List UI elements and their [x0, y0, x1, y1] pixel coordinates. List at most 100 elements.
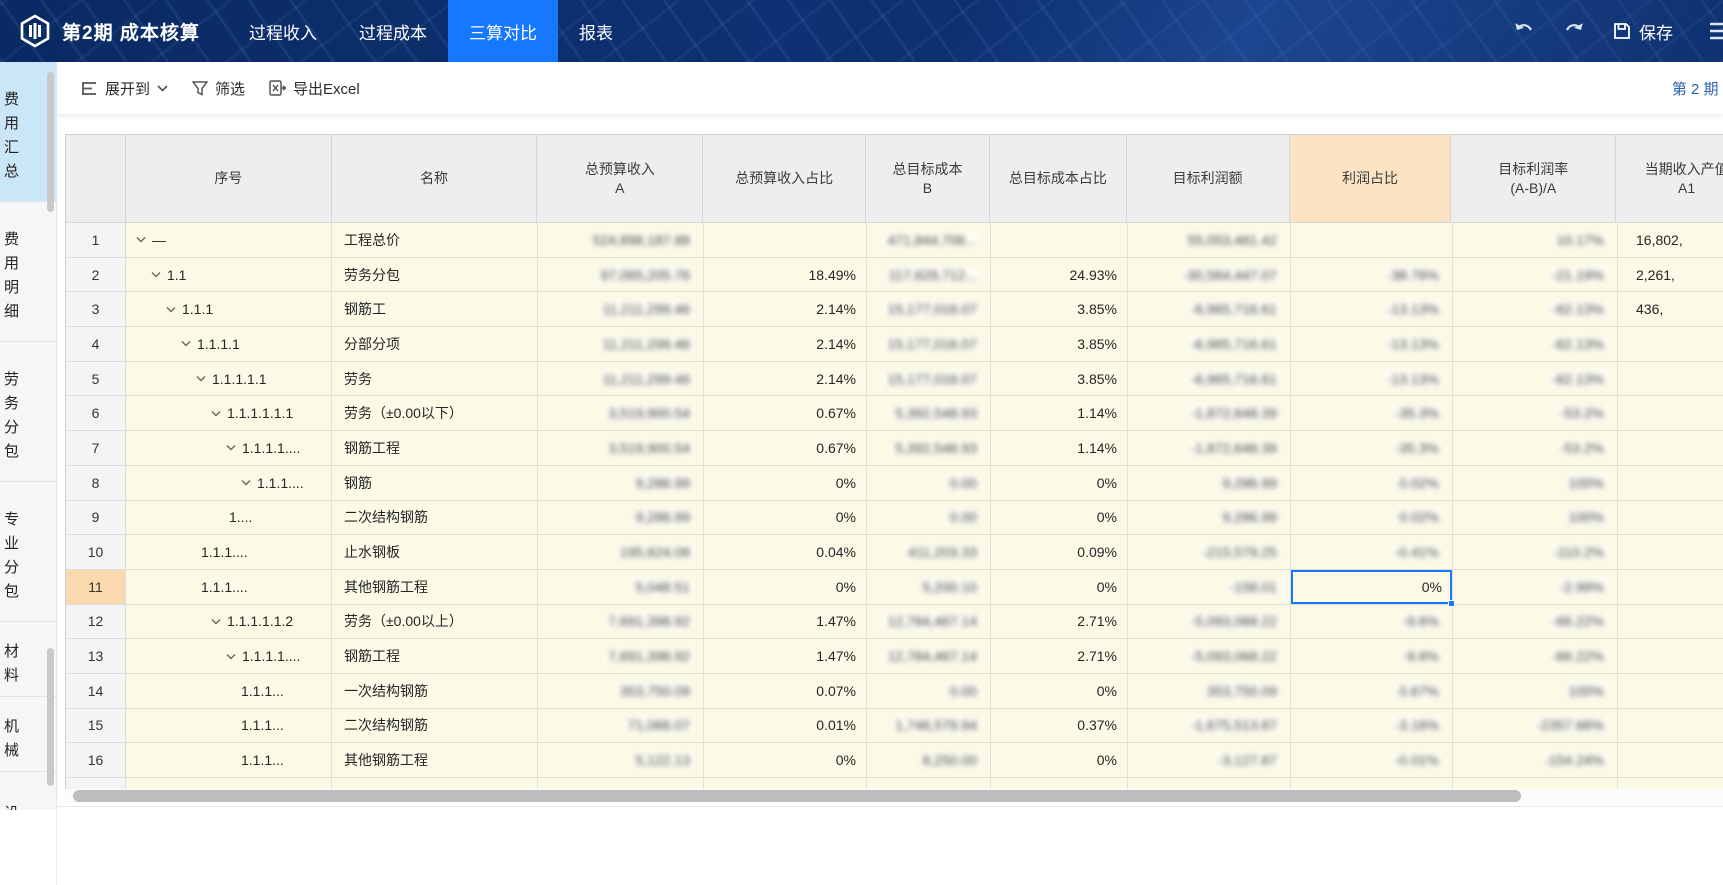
cell-xuhao[interactable]: — — [126, 223, 332, 258]
row-number[interactable]: 8 — [66, 465, 126, 501]
cell-b[interactable]: 471,844,706... — [867, 223, 991, 258]
cell-b[interactable]: 117,629,712... — [867, 257, 991, 293]
tree-chevron-icon[interactable] — [181, 340, 191, 347]
cell-xuhao[interactable]: 1.1.1... — [126, 743, 332, 778]
save-button[interactable]: 保存 — [1612, 19, 1673, 44]
tree-chevron-icon[interactable] — [166, 306, 176, 313]
cell-apct[interactable]: 0% — [704, 743, 867, 778]
cell-a1[interactable] — [1618, 535, 1723, 570]
horizontal-scrollbar[interactable] — [65, 789, 1723, 803]
cell-ppct[interactable]: -9.6% — [1291, 639, 1453, 674]
cell-a[interactable]: 7,691,398.92 — [538, 604, 704, 640]
cell-name[interactable]: 钢筋工程 — [332, 639, 538, 674]
cell-a1[interactable] — [1618, 570, 1723, 605]
cell-b[interactable]: 1,746,579.94 — [867, 708, 991, 744]
cell-ppct[interactable]: -35.3% — [1291, 431, 1453, 466]
cell-bpct[interactable]: 0% — [991, 673, 1128, 709]
cell-apct[interactable]: 2.14% — [704, 327, 867, 362]
cell-rate[interactable]: -66.22% — [1453, 639, 1618, 674]
cell-rate[interactable]: -2.99% — [1453, 569, 1618, 605]
cell-ppct[interactable]: 0.67% — [1291, 673, 1453, 709]
cell-xuhao[interactable]: 1.1.1.... — [126, 465, 332, 501]
sidebar-item-材料[interactable]: 材料 — [0, 622, 56, 697]
tree-chevron-icon[interactable] — [166, 306, 176, 313]
row-number[interactable]: 1 — [66, 223, 126, 258]
cell-bpct[interactable]: 0.09% — [991, 535, 1128, 570]
tree-chevron-icon[interactable] — [226, 653, 236, 660]
cell-profit[interactable]: -1,675,513.87 — [1128, 708, 1291, 744]
row-number[interactable]: 9 — [66, 500, 126, 536]
cell-a[interactable]: 5,122.13 — [538, 743, 704, 778]
cell-apct[interactable] — [704, 223, 867, 258]
cell-a1[interactable]: 16,802, — [1618, 223, 1723, 258]
cell-xuhao[interactable]: 1.1.1.1.1.1 — [126, 396, 332, 432]
nav-tab-报表[interactable]: 报表 — [579, 23, 613, 43]
cell-b[interactable]: 12,784,467.14 — [867, 604, 991, 640]
tree-chevron-icon[interactable] — [136, 236, 146, 243]
cell-apct[interactable]: 0.07% — [704, 673, 867, 709]
cell-name[interactable]: 一次结构钢筋 — [332, 673, 538, 709]
cell-profit[interactable]: -6,965,716.61 — [1128, 327, 1291, 362]
cell-name[interactable]: 钢筋 — [332, 465, 538, 501]
cell-rate[interactable]: -2357.66% — [1453, 708, 1618, 744]
cell-b[interactable]: 15,177,016.07 — [867, 292, 991, 328]
row-number[interactable]: 14 — [66, 673, 126, 709]
cell-xuhao[interactable]: 1.1.1.1.... — [126, 431, 332, 466]
cell-bpct[interactable]: 24.93% — [991, 257, 1128, 293]
tree-chevron-icon[interactable] — [211, 410, 221, 417]
cell-xuhao[interactable]: 1.1.1.... — [126, 569, 332, 605]
tree-chevron-icon[interactable] — [151, 271, 161, 278]
cell-name[interactable]: 钢筋工程 — [332, 431, 538, 466]
cell-bpct[interactable]: 0.37% — [991, 708, 1128, 744]
cell-profit[interactable]: -6,965,716.61 — [1128, 292, 1291, 328]
tree-chevron-icon[interactable] — [226, 653, 236, 660]
cell-a[interactable]: 9,286.99 — [538, 465, 704, 501]
cell-a1[interactable]: 436, — [1618, 292, 1723, 328]
sidebar-item-机械[interactable]: 机械 — [0, 697, 56, 772]
cell-xuhao[interactable]: 1.1.1.1.... — [126, 639, 332, 674]
cell-a[interactable]: 195,624.08 — [538, 535, 704, 570]
cell-xuhao[interactable]: 1.1.1.1.1 — [126, 361, 332, 397]
cell-b[interactable]: 15,177,016.07 — [867, 327, 991, 362]
cell-xuhao[interactable]: 1.1.1.1.1.2 — [126, 604, 332, 640]
cell-a[interactable]: 3,519,900.54 — [538, 431, 704, 466]
cell-a1[interactable] — [1618, 327, 1723, 362]
cell-rate[interactable]: -62.13% — [1453, 361, 1618, 397]
filter-button[interactable]: 筛选 — [192, 78, 245, 99]
cell-xuhao[interactable]: 1.1.1 — [126, 292, 332, 328]
horizontal-scrollbar-thumb[interactable] — [73, 790, 1521, 802]
cell-name[interactable]: 止水钢板 — [332, 535, 538, 570]
cell-ppct[interactable]: -13.13% — [1291, 327, 1453, 362]
cell-apct[interactable]: 0% — [704, 465, 867, 501]
cell-bpct[interactable] — [991, 223, 1128, 258]
sidebar-item-设[interactable]: 设 — [0, 772, 56, 811]
nav-tab-过程收入[interactable]: 过程收入 — [249, 23, 317, 43]
cell-a1[interactable] — [1618, 466, 1723, 501]
cell-apct[interactable]: 0.04% — [704, 535, 867, 570]
cell-xuhao[interactable]: 1.... — [126, 500, 332, 536]
cell-a1[interactable] — [1618, 396, 1723, 432]
cell-profit[interactable]: -1,872,648.39 — [1128, 431, 1291, 466]
cell-name[interactable]: 劳务分包 — [332, 257, 538, 293]
row-number[interactable]: 4 — [66, 327, 126, 362]
column-header-apct[interactable]: 总预算收入占比 — [703, 135, 867, 223]
column-header-name[interactable]: 名称 — [331, 135, 538, 223]
tree-chevron-icon[interactable] — [196, 375, 206, 382]
tree-chevron-icon[interactable] — [211, 410, 221, 417]
row-number[interactable]: 12 — [66, 604, 126, 640]
tree-chevron-icon[interactable] — [241, 479, 251, 486]
cell-ppct[interactable]: -35.3% — [1291, 396, 1453, 432]
cell-apct[interactable]: 0% — [704, 569, 867, 605]
tree-chevron-icon[interactable] — [241, 479, 251, 486]
cell-a[interactable]: 11,211,299.46 — [538, 327, 704, 362]
column-header-num[interactable] — [66, 135, 126, 223]
cell-name[interactable]: 劳务（±0.00以下） — [332, 396, 538, 432]
cell-bpct[interactable]: 0% — [991, 743, 1128, 778]
cell-a1[interactable] — [1618, 605, 1723, 640]
cell-rate[interactable]: -21.19% — [1453, 257, 1618, 293]
tree-chevron-icon[interactable] — [181, 340, 191, 347]
tree-chevron-icon[interactable] — [226, 444, 236, 451]
cell-b[interactable]: 8,250.00 — [867, 743, 991, 778]
cell-b[interactable]: 5,392,548.93 — [867, 396, 991, 432]
cell-apct[interactable]: 0.67% — [704, 431, 867, 466]
